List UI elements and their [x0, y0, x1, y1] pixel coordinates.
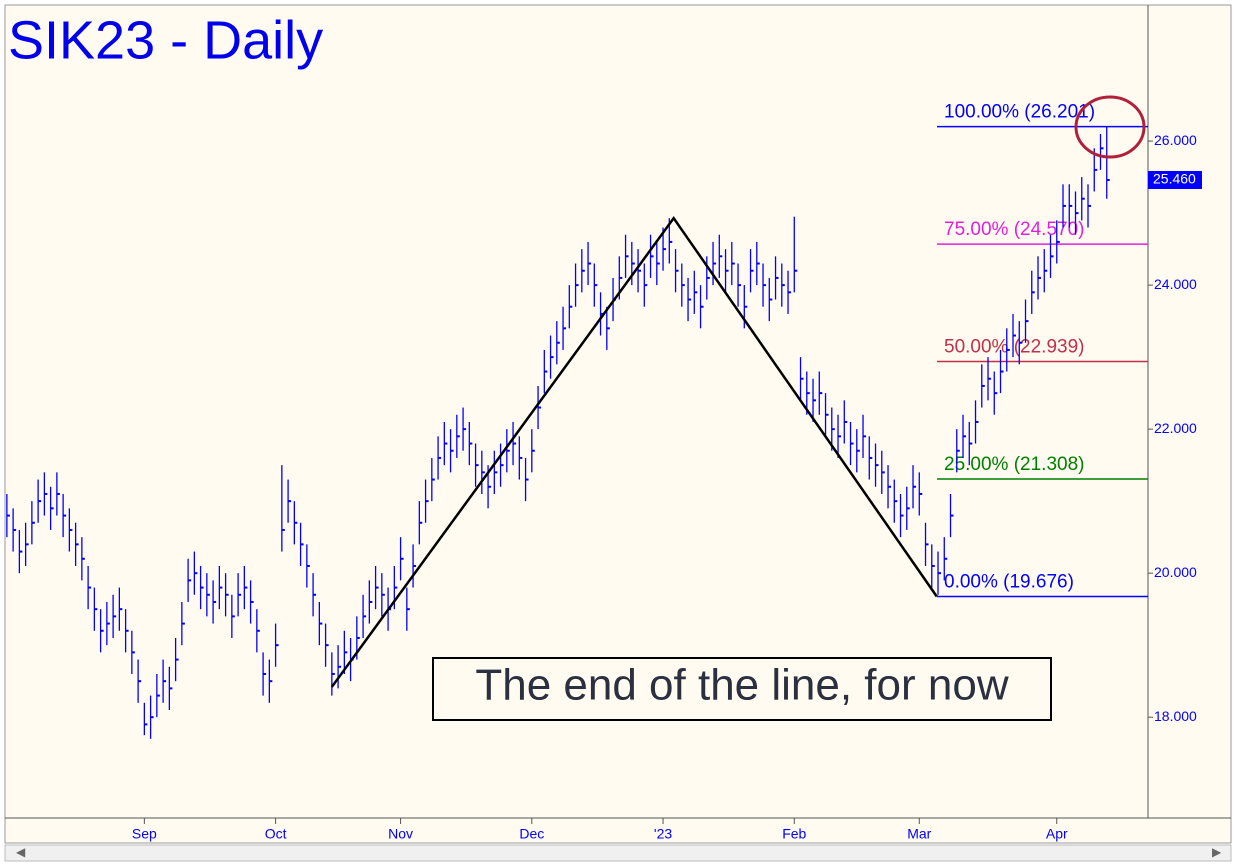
x-tick-label: Dec — [519, 826, 544, 842]
y-tick-label: 22.000 — [1154, 420, 1197, 436]
y-tick-label: 24.000 — [1154, 276, 1197, 292]
y-tick-label: 20.000 — [1154, 564, 1197, 580]
fib-label: 50.00% (22.939) — [944, 337, 1085, 358]
x-tick-label: '23 — [654, 826, 672, 842]
highlight-circle — [1074, 95, 1146, 159]
y-tick-label: 18.000 — [1154, 708, 1197, 724]
y-tick-label: 26.000 — [1154, 132, 1197, 148]
fib-label: 75.00% (24.570) — [944, 219, 1085, 240]
annotation: The end of the line, for now — [475, 661, 1008, 710]
scroll-left: ◀ — [16, 845, 26, 859]
chart-title: SIK23 - Daily — [8, 10, 323, 70]
fib-label: 25.00% (21.308) — [944, 454, 1085, 475]
x-tick-label: Nov — [388, 826, 413, 842]
x-tick-label: Apr — [1046, 826, 1068, 842]
trend-line — [330, 215, 938, 688]
fib-label: 0.00% (19.676) — [944, 572, 1074, 593]
x-tick-label: Oct — [265, 826, 287, 842]
x-tick-label: Sep — [132, 826, 157, 842]
annotation-box — [432, 657, 1052, 721]
x-tick-label: Mar — [907, 826, 931, 842]
scrollbar — [4, 844, 1232, 862]
plot-area: 18.000 20.000 22.000 24.000 26.000 Sep Oct Nov D… — [6, 102, 1202, 842]
last-price-box — [1148, 170, 1202, 189]
scroll-right: ▶ — [1212, 845, 1222, 859]
last-price-label: 25.460 — [1153, 171, 1196, 187]
x-tick-label: Feb — [782, 826, 806, 842]
fib-label: 100.00% (26.201) — [944, 102, 1095, 123]
